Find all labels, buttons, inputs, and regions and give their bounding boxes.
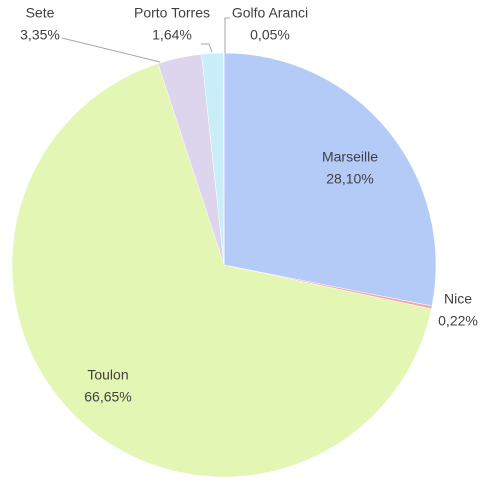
pie-slice: [11, 63, 432, 478]
slice-value-label: 66,65%: [84, 389, 131, 405]
leader-line: [224, 17, 230, 53]
pie-slice: [223, 52, 225, 266]
slice-value-label: 28,10%: [326, 171, 373, 187]
pie-slice: [223, 52, 437, 307]
slice-name: Porto Torres: [134, 5, 210, 21]
slice-name: Nice: [444, 291, 472, 307]
slices: [11, 52, 437, 478]
slice-name: Sete: [26, 5, 55, 21]
slice-value-label: 3,35%: [20, 27, 60, 43]
labels: Marseille 28,10% Nice 0,22% Toulon 66,65% Sete…: [20, 5, 478, 405]
slice-name: Marseille: [322, 149, 378, 165]
slice-value-label: 0,05%: [250, 27, 290, 43]
leader-line: [201, 43, 213, 53]
slice-name: Golfo Aranci: [232, 5, 308, 21]
slice-name: Toulon: [87, 367, 128, 383]
slice-value-label: 1,64%: [152, 27, 192, 43]
leader-line: [61, 37, 161, 63]
slice-value-label: 0,22%: [438, 313, 478, 329]
